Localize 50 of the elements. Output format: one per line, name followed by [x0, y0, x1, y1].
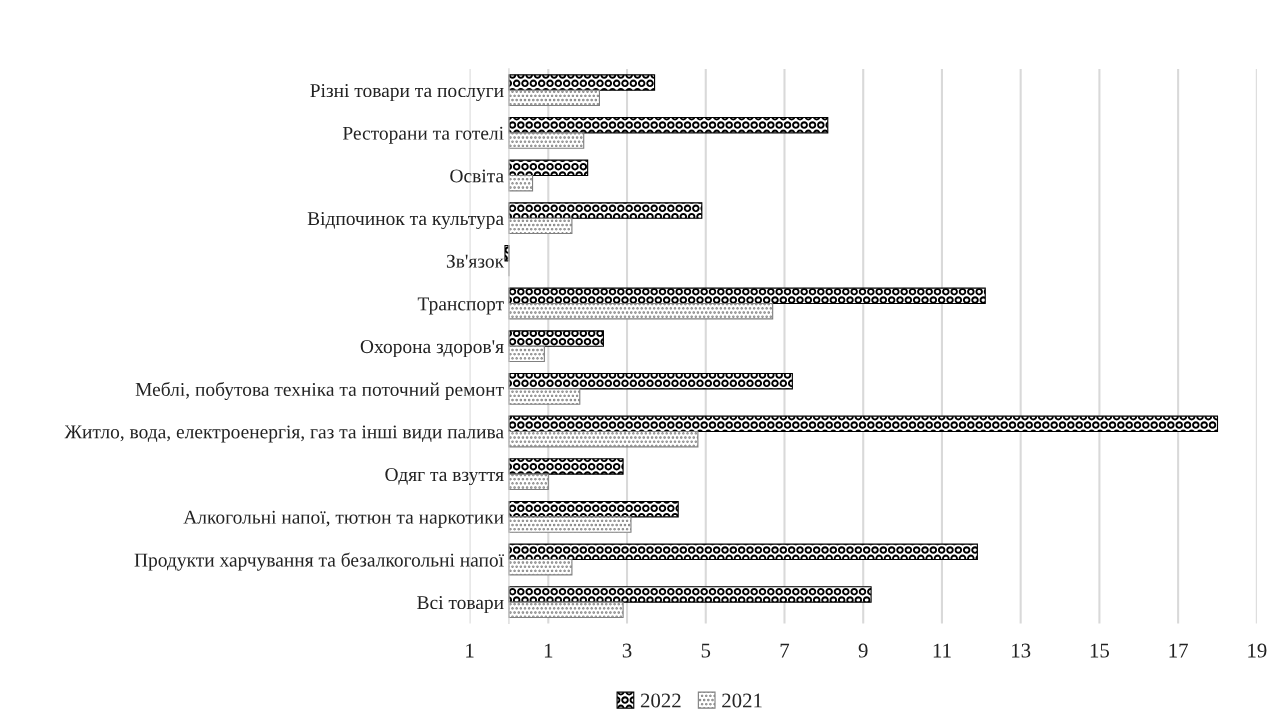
y-tick-label: Меблі, побутова техніка та поточний ремонт: [135, 381, 504, 401]
y-tick-label: Алкогольні напої, тютюн та наркотики: [183, 510, 504, 528]
x-tick-label: 5: [701, 643, 711, 658]
y-tick-label: Різні товари та послуги: [310, 84, 504, 102]
legend-label: 2021: [722, 693, 762, 708]
bar: [508, 473, 549, 491]
x-tick-label: 11: [933, 643, 951, 658]
bar: [508, 132, 585, 149]
x-tick-label: 19: [1248, 643, 1267, 658]
bar: [508, 415, 1219, 433]
x-tick-label: 13: [1012, 643, 1031, 658]
bar: [508, 330, 604, 347]
y-tick-label: Охорона здоров'я: [360, 340, 504, 358]
x-tick-label: 3: [622, 643, 632, 658]
y-tick-label: Зв'язок: [446, 254, 505, 268]
bar: [508, 302, 774, 320]
y-tick-label: Продукти харчування та безалкогольні напої: [134, 552, 505, 571]
bar: [508, 174, 534, 192]
y-tick-label: Транспорт: [417, 297, 504, 315]
legend-label: 2022: [640, 693, 681, 708]
x-tick-label: 17: [1169, 643, 1188, 658]
bar: [508, 516, 632, 533]
bar: [508, 601, 624, 619]
bar: [508, 458, 624, 475]
bar: [508, 543, 978, 561]
x-tick-label: 1: [544, 643, 553, 658]
x-tick-label: 7: [780, 643, 790, 658]
bar: [508, 89, 601, 107]
bar: [508, 345, 545, 363]
bar: [508, 500, 679, 518]
bar: [508, 430, 699, 448]
y-tick-label: Всі товари: [417, 596, 504, 614]
y-tick-label: Ресторани та готелі: [342, 126, 504, 144]
x-tick-label: 1: [466, 643, 474, 658]
x-tick-label: 15: [1090, 643, 1109, 658]
bar: [508, 388, 581, 405]
y-tick-label: Освіта: [450, 169, 504, 183]
y-tick-label: Одяг та взуття: [385, 468, 504, 486]
y-tick-label: Відпочинок та культура: [307, 212, 504, 230]
bar: [508, 287, 986, 305]
bar: [508, 116, 829, 134]
bar: [508, 372, 793, 390]
bar: [508, 586, 872, 603]
y-tick-label: Житло, вода, електроенергія, газ та інші види палива: [64, 425, 504, 443]
bar: [508, 217, 573, 235]
bar: [508, 159, 589, 177]
x-tick-label: 9: [858, 643, 868, 658]
bar: [508, 558, 573, 576]
bar: [508, 74, 656, 91]
bar: [508, 202, 703, 219]
